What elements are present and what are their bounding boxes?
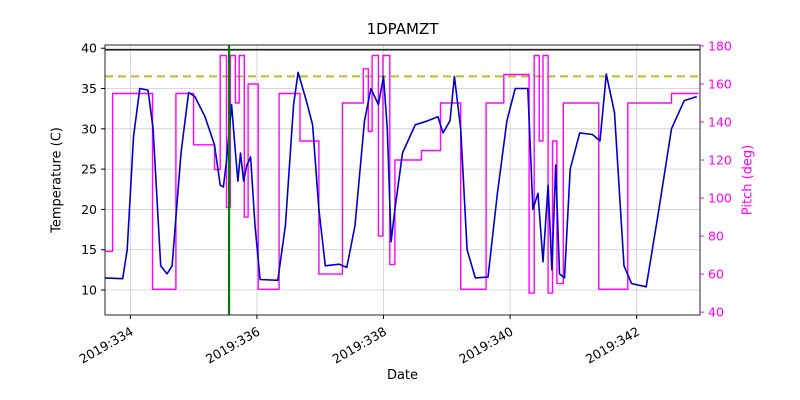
right-tick-label: 140 (708, 115, 732, 130)
x-axis-label: Date (386, 368, 419, 383)
plot-area (105, 45, 700, 315)
x-tick-label: 2019:338 (330, 324, 389, 367)
temperature-line (104, 71, 698, 288)
right-tick-label: 60 (708, 267, 724, 282)
x-tick-label: 2019:334 (76, 324, 135, 367)
chart-title: 1DPAMZT (366, 20, 439, 38)
right-tick-label: 180 (708, 38, 732, 53)
left-tick-label: 25 (81, 162, 97, 177)
left-tick-label: 30 (81, 121, 97, 136)
right-tick-label: 100 (708, 191, 732, 206)
left-tick-label: 20 (81, 202, 97, 217)
left-tick-label: 15 (81, 242, 97, 257)
right-tick-label: 40 (708, 305, 724, 320)
left-tick-label: 40 (81, 41, 97, 56)
y-axis-label-left: Temperature (C) (49, 127, 65, 233)
x-tick-label: 2019:342 (583, 324, 642, 367)
axes-spines (104, 44, 701, 316)
y-axis-label-right: Pitch (deg) (740, 144, 756, 216)
left-tick-label: 35 (81, 81, 97, 96)
x-tick-label: 2019:336 (203, 324, 262, 367)
x-tick-label: 2019:340 (456, 324, 515, 367)
right-tick-label: 160 (708, 76, 732, 91)
right-tick-label: 80 (708, 229, 724, 244)
right-tick-label: 120 (708, 153, 732, 168)
left-tick-label: 10 (81, 283, 97, 298)
